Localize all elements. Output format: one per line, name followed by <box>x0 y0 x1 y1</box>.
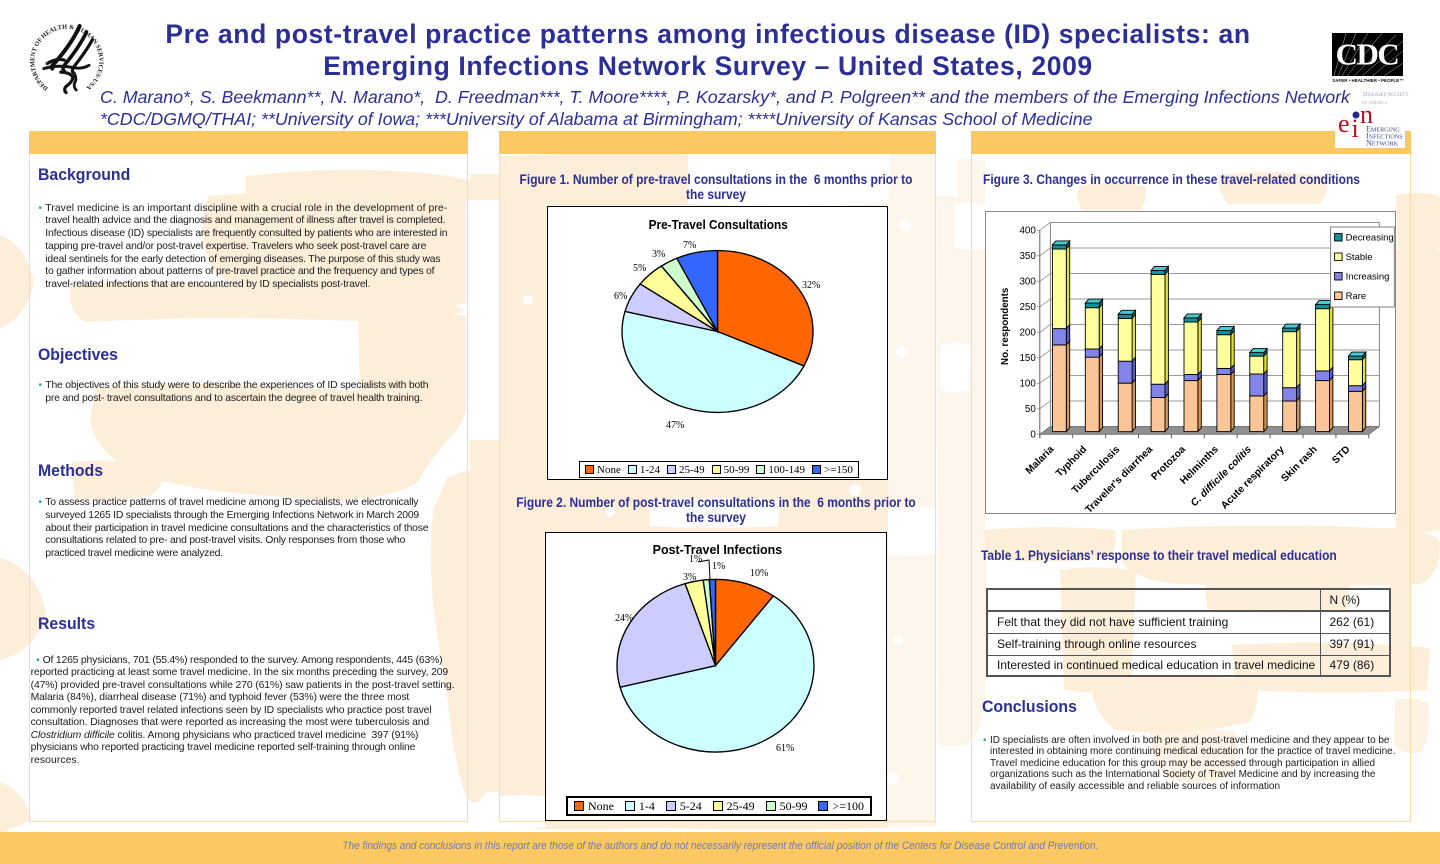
svg-text:Acute respiratory: Acute respiratory <box>1219 444 1287 512</box>
svg-text:1%: 1% <box>689 554 702 565</box>
svg-text:6%: 6% <box>614 291 627 302</box>
svg-text:Stable: Stable <box>1346 252 1373 263</box>
svg-text:61%: 61% <box>776 743 794 754</box>
svg-text:5%: 5% <box>633 263 646 274</box>
svg-text:150: 150 <box>1019 353 1036 364</box>
svg-text:47%: 47% <box>666 420 684 431</box>
svg-text:Increasing: Increasing <box>1346 272 1390 283</box>
svg-text:50: 50 <box>1025 404 1036 415</box>
svg-text:250: 250 <box>1019 302 1036 313</box>
svg-text:32%: 32% <box>802 280 820 291</box>
svg-text:Malaria: Malaria <box>1024 444 1057 477</box>
svg-text:10%: 10% <box>750 568 768 579</box>
svg-text:STD: STD <box>1330 444 1352 466</box>
svg-text:NETWORK: NETWORK <box>1366 139 1399 148</box>
svg-text:C. difficile colitis: C. difficile colitis <box>1189 444 1254 509</box>
svg-text:No. respondents: No. respondents <box>1000 287 1011 365</box>
svg-text:200: 200 <box>1019 328 1036 339</box>
svg-text:300: 300 <box>1019 277 1036 288</box>
svg-text:Skin rash: Skin rash <box>1280 444 1320 484</box>
svg-text:e: e <box>1338 109 1350 138</box>
svg-text:i: i <box>1352 114 1359 143</box>
svg-text:0: 0 <box>1030 430 1036 441</box>
svg-text:CDC: CDC <box>1336 37 1399 72</box>
svg-text:350: 350 <box>1019 251 1036 262</box>
svg-text:Rare: Rare <box>1346 291 1367 302</box>
svg-text:1%: 1% <box>712 561 725 572</box>
svg-text:100: 100 <box>1019 379 1036 390</box>
svg-text:400: 400 <box>1019 226 1036 237</box>
svg-text:n: n <box>1360 104 1373 129</box>
svg-text:INFECTIONS: INFECTIONS <box>1366 132 1403 141</box>
svg-text:Decreasing: Decreasing <box>1346 233 1394 244</box>
svg-text:EMERGING: EMERGING <box>1366 125 1400 134</box>
svg-text:3%: 3% <box>652 249 665 260</box>
svg-text:24%: 24% <box>615 613 633 624</box>
svg-text:7%: 7% <box>683 240 696 251</box>
svg-text:3%: 3% <box>683 572 696 583</box>
